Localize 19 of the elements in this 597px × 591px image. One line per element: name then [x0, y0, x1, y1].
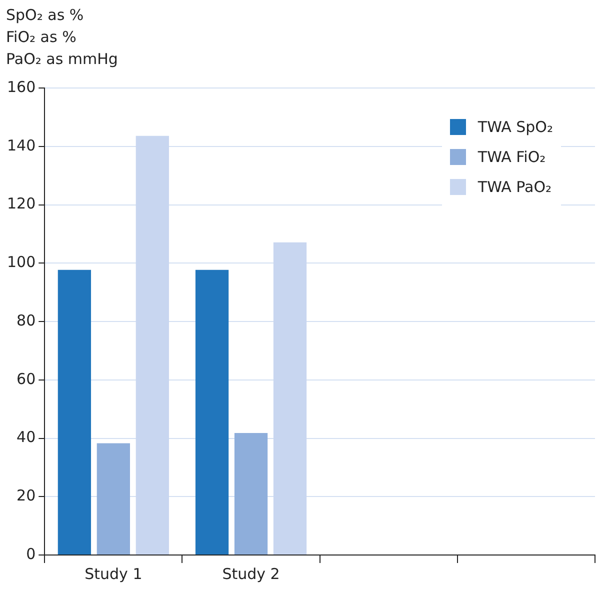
bar	[96, 443, 130, 554]
bar	[58, 270, 92, 554]
y-tick-label: 0	[26, 544, 36, 563]
y-tick-label: 100	[6, 253, 36, 272]
bar	[234, 432, 268, 554]
y-tick-label: 60	[16, 370, 36, 388]
y-tick-label: 20	[16, 486, 36, 505]
y-tick-label: 160	[6, 78, 36, 96]
legend-label: TWA FiO₂	[478, 148, 546, 166]
y-tick-label: 140	[6, 136, 36, 154]
legend-label: TWA PaO₂	[478, 178, 552, 196]
y-tick-label: 120	[6, 194, 36, 213]
y-axis-title: SpO₂ as % FiO₂ as % PaO₂ as mmHg	[6, 5, 118, 70]
y-tick-label: 80	[16, 311, 36, 330]
x-tick-label: Study 2	[222, 564, 280, 583]
y-tick-label: 40	[16, 428, 36, 446]
bar	[195, 270, 229, 554]
legend-label: TWA SpO₂	[478, 118, 553, 136]
x-tick-label: Study 1	[84, 564, 142, 583]
